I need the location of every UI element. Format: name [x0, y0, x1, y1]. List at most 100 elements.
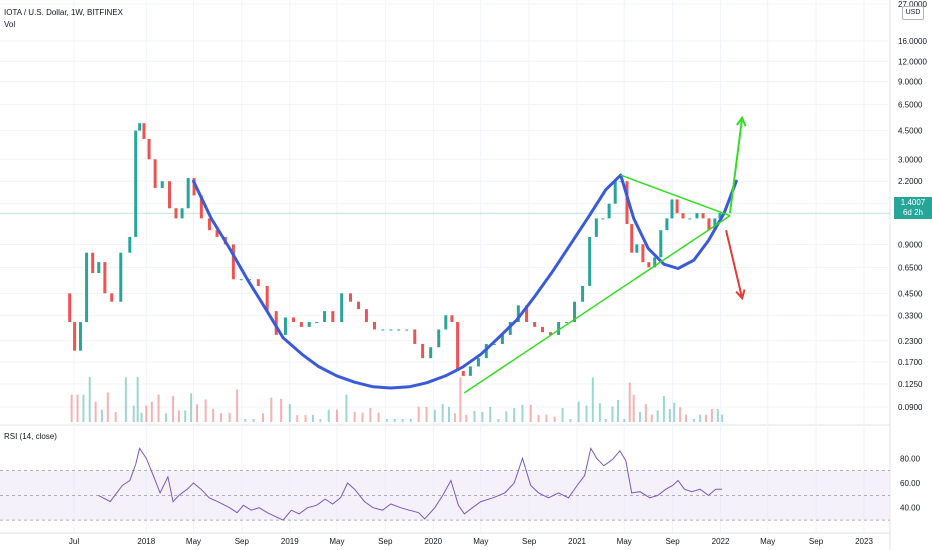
breakout-arrow [728, 117, 744, 214]
price-bar [307, 322, 311, 327]
price-bar [659, 230, 663, 258]
price-bar [429, 347, 433, 359]
time-tick-label: Sep [665, 537, 680, 546]
price-bar [180, 208, 184, 219]
volume-bar [345, 394, 348, 422]
volume-bar [545, 414, 548, 422]
time-tick-label: 2019 [281, 537, 299, 546]
volume-bar [114, 411, 117, 422]
volume-bar [716, 408, 719, 422]
volume-bar [82, 394, 85, 422]
price-tick-label: 16.0000 [898, 37, 927, 46]
time-tick-label: May [473, 537, 488, 546]
rsi-pane: 80.00 60.00 40.00 [0, 447, 921, 521]
bar-countdown: 6d 2h [902, 208, 924, 217]
volume-bar [598, 403, 601, 422]
last-price-value: 1.4007 [900, 198, 926, 207]
volume-bars [70, 377, 724, 422]
volume-bar [184, 410, 187, 422]
price-bar [91, 252, 95, 274]
price-bar [119, 252, 123, 302]
price-tick-label: 0.0900 [898, 403, 923, 412]
price-bar [573, 301, 577, 323]
rsi-tick-label: 40.00 [900, 504, 921, 513]
price-bar [174, 208, 178, 219]
price-bar [283, 317, 287, 335]
price-bar [138, 123, 142, 131]
price-bar [653, 257, 657, 268]
volume-bar [136, 377, 139, 422]
volume-bar [721, 414, 724, 422]
price-tick-label: 3.0000 [898, 155, 923, 164]
price-bar [142, 123, 146, 139]
last-price-badge: 1.4007 6d 2h [894, 197, 932, 219]
volume-bar [361, 412, 364, 422]
volume-bar [604, 419, 607, 422]
rsi-label: RSI (14, close) [4, 432, 57, 441]
volume-bar [699, 414, 702, 422]
price-bar [292, 317, 296, 323]
triangle-upper-line [620, 174, 731, 217]
price-bar [239, 279, 243, 281]
rsi-tick-label: 60.00 [900, 479, 921, 488]
pattern-drawings [192, 115, 747, 394]
price-bar [588, 236, 592, 286]
volume-bar [319, 419, 322, 422]
volume-bar [296, 415, 299, 422]
price-bar [681, 213, 685, 219]
volume-bar [628, 382, 631, 422]
time-tick-label: 2022 [712, 537, 730, 546]
price-bar [607, 203, 611, 219]
price-bar [315, 322, 319, 324]
volume-bar [489, 406, 492, 422]
volume-bar [311, 414, 314, 422]
volume-bar [393, 419, 396, 422]
price-bar [372, 322, 376, 330]
volume-bar [577, 401, 580, 422]
volume-bar [270, 397, 273, 422]
price-tick-label: 0.3300 [898, 311, 923, 320]
price-bar [641, 244, 645, 263]
price-bar [437, 329, 441, 348]
price-bar [540, 326, 544, 333]
volume-bar [417, 406, 420, 422]
volume-bar [537, 414, 540, 422]
price-bar [557, 322, 561, 335]
time-tick-label: Sep [378, 537, 393, 546]
time-tick-label: 2021 [568, 537, 586, 546]
time-tick-label: Jul [69, 537, 79, 546]
volume-bar [447, 406, 450, 422]
price-bar [601, 218, 605, 220]
time-axis[interactable]: Jul 2018 May Sep 2019 May Sep 2020 May Sep 2021 May… [69, 537, 874, 546]
price-tick-label: 0.1250 [898, 380, 923, 389]
price-tick-label: 0.4500 [898, 289, 923, 298]
volume-bar [591, 377, 594, 422]
symbol-title: IOTA / U.S. Dollar, 1W, BITFINEX [4, 8, 123, 17]
volume-bar [409, 419, 412, 422]
volume-bar [632, 394, 635, 422]
price-bar [525, 305, 529, 323]
price-bar [103, 262, 107, 294]
volume-bar [219, 413, 222, 422]
price-bar [500, 334, 504, 344]
price-bar [701, 213, 705, 219]
currency-button[interactable]: USD [902, 6, 924, 20]
volume-bar [280, 398, 283, 422]
volume-bar [585, 405, 588, 422]
price-bar [153, 159, 157, 188]
price-axis[interactable]: 27.0000 16.0000 12.0000 9.0000 6.5000 4.5000 3… [898, 0, 927, 412]
price-bar [492, 343, 496, 345]
volume-bar [124, 377, 127, 422]
time-tick-label: May [329, 537, 344, 546]
volume-bar [327, 409, 330, 422]
volume-bar [453, 413, 456, 422]
volume-bar [705, 414, 707, 422]
volume-bar [140, 412, 143, 422]
volume-bar [684, 414, 687, 422]
volume-bar [172, 396, 175, 422]
price-bar [256, 279, 260, 286]
volume-bar [236, 389, 239, 422]
volume-bar [76, 394, 79, 422]
price-bar [444, 315, 448, 330]
